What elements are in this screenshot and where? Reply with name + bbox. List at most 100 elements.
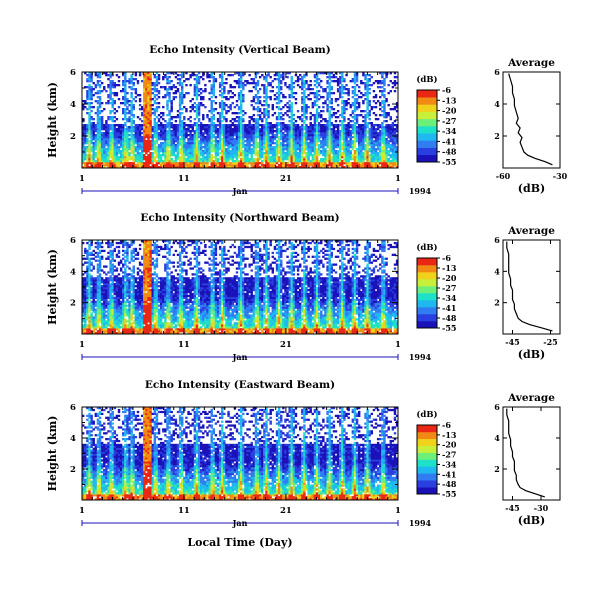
heatmap-cell: [197, 158, 201, 161]
heatmap-cell: [326, 164, 329, 167]
heatmap-cell: [258, 146, 262, 149]
heatmap-cell: [130, 74, 133, 77]
heatmap-cell: [298, 138, 302, 141]
heatmap-cell: [360, 158, 363, 161]
heatmap-cell: [206, 130, 209, 133]
heatmap-cell: [317, 82, 321, 85]
heatmap-cell: [368, 104, 371, 107]
heatmap-cell: [170, 152, 173, 155]
heatmap-cell: [107, 102, 110, 105]
heatmap-cell: [296, 136, 300, 139]
heatmap-cell: [191, 130, 194, 133]
heatmap-cell: [393, 138, 397, 141]
heatmap-cell: [242, 160, 245, 163]
heatmap-cell: [166, 162, 169, 165]
heatmap-cell: [134, 148, 138, 151]
heatmap-cell: [132, 106, 135, 109]
heatmap-cell: [149, 80, 152, 83]
heatmap-cell: [162, 150, 165, 153]
heatmap-cell: [330, 76, 333, 79]
heatmap-cell: [115, 160, 119, 163]
x-tick-label: 21: [280, 174, 292, 184]
heatmap-cell: [328, 138, 331, 141]
heatmap-cell: [240, 146, 243, 149]
heatmap-cell: [383, 148, 386, 151]
heatmap-cell: [296, 78, 300, 81]
heatmap-cell: [223, 138, 226, 141]
heatmap-cell: [100, 118, 104, 121]
heatmap-cell: [320, 136, 323, 139]
heatmap-cell: [336, 78, 340, 81]
heatmap-cell: [364, 84, 367, 87]
heatmap-cell: [341, 92, 344, 95]
heatmap-cell: [170, 146, 173, 149]
heatmap-cell: [339, 136, 342, 139]
heatmap-cell: [86, 281, 89, 284]
heatmap-cell: [103, 160, 106, 163]
heatmap-cell: [349, 80, 352, 83]
heatmap-cell: [82, 263, 85, 266]
heatmap-cell: [298, 132, 302, 135]
heatmap-cell: [145, 124, 148, 127]
heatmap-cell: [170, 72, 173, 75]
heatmap-cell: [286, 144, 289, 147]
heatmap-cell: [166, 126, 169, 129]
heatmap-cell: [374, 148, 378, 151]
heatmap-cell: [240, 96, 243, 99]
heatmap-cell: [181, 148, 184, 151]
heatmap-cell: [218, 94, 222, 97]
heatmap-cell: [286, 138, 289, 141]
heatmap-cell: [191, 136, 194, 139]
heatmap-cell: [132, 140, 135, 143]
heatmap-cell: [208, 128, 211, 131]
heatmap-cell: [320, 120, 323, 123]
heatmap-cell: [385, 126, 388, 129]
heatmap-cell: [199, 152, 203, 155]
heatmap-cell: [189, 156, 192, 159]
heatmap-cell: [214, 148, 218, 151]
heatmap-cell: [330, 86, 333, 89]
heatmap-cell: [130, 112, 133, 115]
heatmap-cell: [265, 120, 268, 123]
heatmap-cell: [360, 152, 363, 155]
heatmap-cell: [155, 142, 159, 145]
heatmap-cell: [254, 122, 258, 125]
heatmap-cell: [115, 152, 119, 155]
heatmap-cell: [210, 120, 213, 123]
heatmap-cell: [225, 160, 228, 163]
heatmap-cell: [227, 144, 230, 147]
heatmap-cell: [105, 128, 108, 131]
heatmap-cell: [376, 118, 380, 121]
heatmap-cell: [233, 112, 237, 115]
heatmap-cell: [117, 124, 121, 127]
heatmap-cell: [294, 158, 298, 161]
heatmap-cell: [368, 144, 371, 147]
heatmap-cell: [240, 84, 243, 87]
heatmap-cell: [134, 126, 138, 129]
heatmap-cell: [208, 156, 211, 159]
heatmap-cell: [263, 76, 266, 79]
heatmap-cell: [164, 148, 167, 151]
heatmap-cell: [98, 164, 102, 167]
heatmap-cell: [233, 138, 237, 141]
heatmap-cell: [155, 132, 159, 135]
heatmap-cell: [235, 156, 239, 159]
heatmap-cell: [303, 162, 306, 165]
heatmap-cell: [195, 144, 199, 147]
heatmap-cell: [288, 140, 291, 143]
heatmap-cell: [212, 116, 216, 119]
heatmap-cell: [170, 158, 173, 161]
heatmap-cell: [374, 124, 378, 127]
heatmap-cell: [313, 74, 317, 77]
heatmap-cell: [391, 132, 395, 135]
heatmap-cell: [235, 150, 239, 153]
heatmap-cell: [341, 162, 344, 165]
heatmap-cell: [368, 150, 371, 153]
heatmap-cell: [254, 164, 258, 167]
heatmap-cell: [364, 150, 367, 153]
heatmap-cell: [140, 158, 144, 161]
heatmap-cell: [199, 124, 203, 127]
heatmap-cell: [385, 130, 388, 133]
heatmap-cell: [288, 138, 291, 141]
heatmap-cell: [214, 150, 218, 153]
